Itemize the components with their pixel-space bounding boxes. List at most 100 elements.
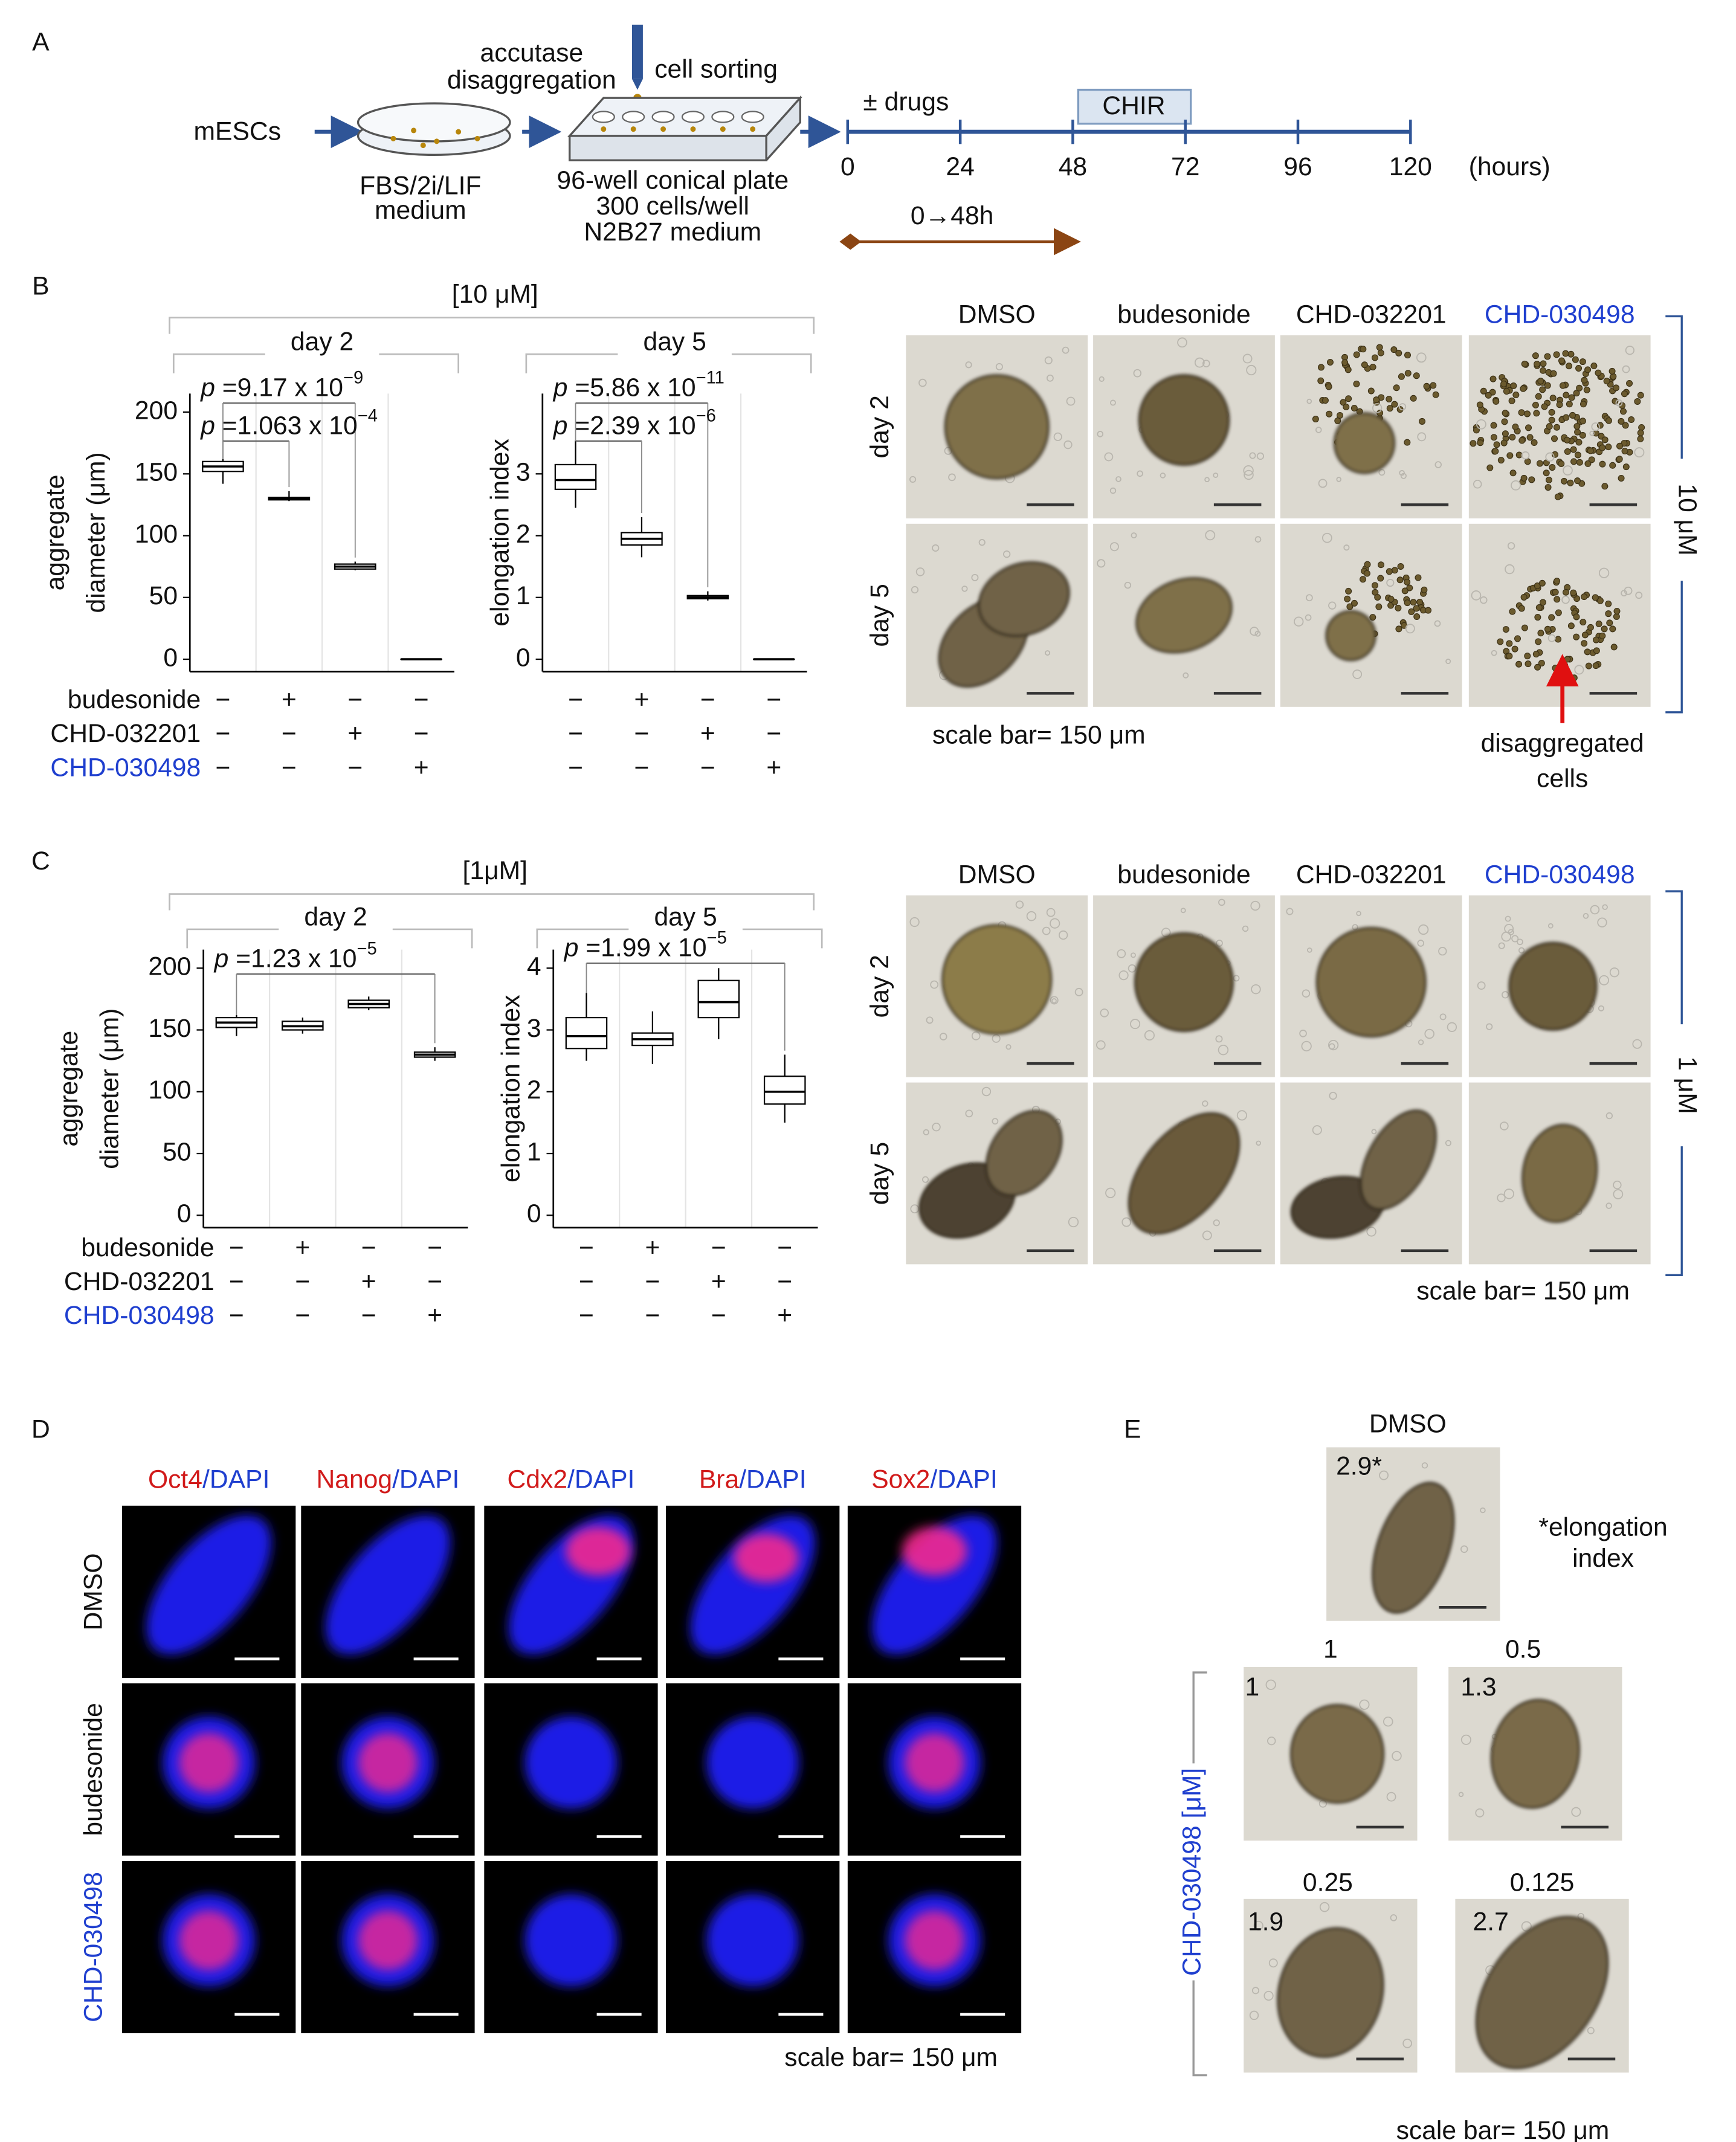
cell (1538, 659, 1545, 666)
cell-dot (411, 127, 417, 134)
cell (1497, 457, 1505, 464)
cell (1536, 460, 1543, 467)
well (711, 111, 735, 123)
cell (1539, 599, 1546, 606)
treatment-sign: − (766, 685, 781, 714)
cell (1541, 403, 1548, 410)
step-text: accutase (480, 38, 584, 67)
cell (1573, 613, 1580, 621)
treatment-name: CHD-030498 (64, 1301, 215, 1330)
cell (1387, 596, 1395, 603)
cell (1575, 439, 1583, 446)
dose-label: 1 μM (1673, 1056, 1702, 1114)
treatment-sign: − (645, 1267, 660, 1296)
debris (1602, 904, 1608, 910)
index-label: 1.3 (1460, 1673, 1496, 1702)
treatment-sign: − (361, 1301, 376, 1330)
cell (1535, 638, 1542, 645)
debris (1500, 1121, 1509, 1131)
debris (1045, 650, 1051, 656)
cell (1540, 367, 1547, 374)
debris (1243, 465, 1254, 476)
debris (1302, 989, 1311, 998)
debris (1051, 998, 1057, 1004)
debris (939, 1033, 947, 1040)
debris (1053, 432, 1062, 441)
debris (1503, 1189, 1514, 1199)
cell (1579, 418, 1586, 425)
p-value: p =5.86 x 10−11 (552, 368, 724, 402)
cell (1369, 363, 1376, 370)
p-value: p =1.99 x 10−5 (563, 928, 727, 963)
debris (1301, 1040, 1312, 1052)
debris (1390, 1914, 1398, 1921)
debris (1213, 473, 1219, 478)
cell (1515, 451, 1523, 459)
cell (1534, 361, 1541, 368)
debris (1615, 399, 1623, 407)
debris (1115, 476, 1121, 482)
cell (1621, 447, 1628, 454)
debris (1634, 447, 1645, 458)
debris (1605, 1202, 1612, 1209)
sorter-nozzle (631, 24, 643, 79)
cell (1595, 369, 1602, 376)
debris (1501, 931, 1512, 942)
debris (1598, 1005, 1604, 1011)
row-label: day 2 (865, 955, 894, 1018)
debris (1386, 578, 1395, 587)
debris (1505, 564, 1515, 575)
cell (1555, 609, 1562, 616)
y-axis-label: elongation index (486, 439, 515, 626)
cell (1581, 376, 1588, 384)
debris (1591, 422, 1600, 431)
debris (1402, 2038, 1413, 2048)
cell (1613, 607, 1621, 615)
cell (1509, 608, 1516, 615)
debris (1545, 452, 1555, 462)
debris (1475, 1808, 1485, 1818)
debris (1561, 595, 1570, 604)
p-text: =2.39 x 10 (567, 411, 695, 440)
row-label: CHD-030498 (79, 1872, 108, 2022)
debris (1329, 1043, 1335, 1050)
cell-label: mESCs (194, 117, 281, 146)
cell (1581, 640, 1588, 647)
timeline-tick-label: 72 (1171, 152, 1199, 181)
cell (1609, 462, 1616, 469)
debris (1131, 532, 1137, 539)
row-label: day 5 (865, 584, 894, 647)
debris (1329, 1091, 1337, 1100)
p-value: p =9.17 x 10−9 (199, 368, 363, 402)
cell (1537, 378, 1544, 385)
cell (1572, 356, 1579, 363)
debris (1318, 479, 1328, 488)
scale-bar-label: scale bar= 150 μm (784, 2043, 998, 2072)
debris (1343, 544, 1350, 551)
cell (1386, 395, 1393, 402)
cell (1363, 570, 1370, 577)
debris (1144, 1030, 1155, 1041)
debris (1202, 360, 1210, 367)
cell (1564, 448, 1571, 455)
p-exponent: −11 (696, 368, 724, 387)
y-axis-label: elongation index (497, 995, 526, 1182)
p-symbol: p (552, 411, 568, 440)
debris (1005, 1044, 1012, 1050)
cell (1514, 635, 1521, 642)
cell (1537, 630, 1544, 637)
debris (1254, 630, 1261, 637)
marker-signal (902, 1526, 967, 1576)
aggregate (1134, 932, 1234, 1032)
debris (932, 1122, 941, 1132)
debris (1074, 987, 1083, 996)
y-tick-label: 150 (148, 1014, 191, 1043)
treatment-sign: − (427, 1233, 442, 1262)
stain-header: Oct4/DAPI (148, 1465, 269, 1494)
cell (1534, 663, 1541, 671)
cell (1492, 398, 1500, 405)
cell (1609, 367, 1616, 375)
cell (1346, 603, 1354, 610)
debris (1050, 996, 1059, 1005)
plate-text: N2B27 medium (584, 218, 761, 247)
